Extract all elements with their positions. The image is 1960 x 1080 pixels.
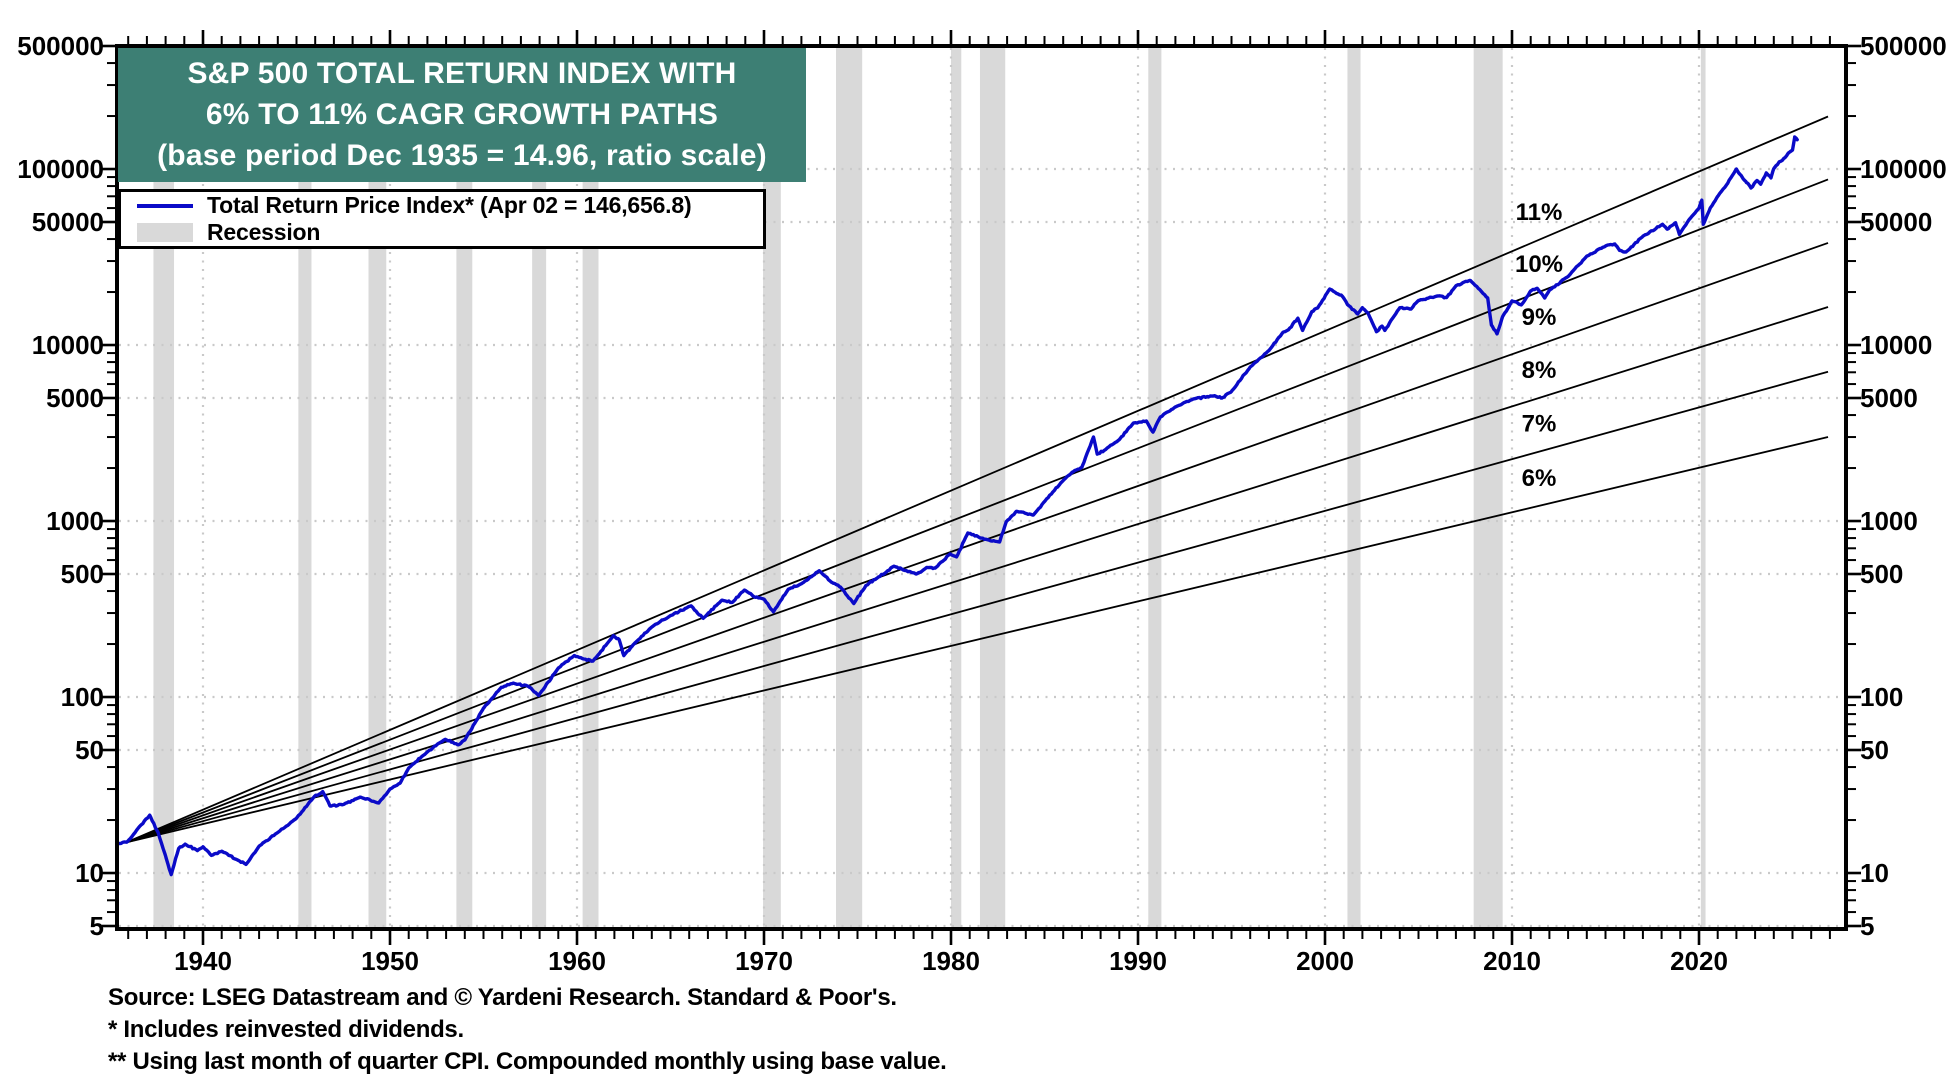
x-axis-label: 1950 bbox=[361, 946, 419, 976]
footer-note-dividends: * Includes reinvested dividends. bbox=[108, 1016, 464, 1043]
y-axis-label-left: 50000 bbox=[32, 207, 104, 237]
recession-bar bbox=[1473, 48, 1503, 927]
cagr-line-10pct bbox=[126, 178, 1829, 844]
recession-bar bbox=[763, 48, 781, 927]
cagr-label-8pct: 8% bbox=[1522, 357, 1557, 384]
recession-bar bbox=[582, 48, 599, 927]
y-axis-label-left: 1000 bbox=[46, 506, 104, 536]
y-axis-label-left: 10000 bbox=[32, 330, 104, 360]
y-axis-label-right: 100000 bbox=[1860, 154, 1947, 184]
y-axis-label-left: 5 bbox=[90, 911, 104, 941]
cagr-line-8pct bbox=[126, 306, 1829, 844]
recession-swatch bbox=[137, 222, 193, 242]
footer-source: Source: LSEG Datastream and © Yardeni Re… bbox=[108, 984, 897, 1011]
cagr-line-9pct bbox=[126, 242, 1829, 844]
recession-bar bbox=[1700, 48, 1706, 927]
x-axis-label: 1940 bbox=[174, 946, 232, 976]
recession-bar bbox=[456, 48, 473, 927]
x-axis-label: 2010 bbox=[1483, 946, 1541, 976]
recession-bar bbox=[1347, 48, 1361, 927]
x-axis-label: 2020 bbox=[1670, 946, 1728, 976]
cagr-label-7pct: 7% bbox=[1522, 411, 1557, 438]
chart-title-line1: S&P 500 TOTAL RETURN INDEX WITH bbox=[187, 57, 737, 90]
y-axis-label-right: 1000 bbox=[1860, 506, 1918, 536]
x-axis-label: 1960 bbox=[548, 946, 606, 976]
y-axis-label-right: 10000 bbox=[1860, 330, 1932, 360]
y-axis-label-right: 5 bbox=[1860, 911, 1874, 941]
x-axis-label: 1970 bbox=[735, 946, 793, 976]
plot-frame bbox=[115, 44, 1848, 931]
x-axis-label: 1990 bbox=[1109, 946, 1167, 976]
y-axis-label-left: 100000 bbox=[17, 154, 104, 184]
cagr-line-6pct bbox=[126, 436, 1829, 844]
legend-series-label: Total Return Price Index* (Apr 02 = 146,… bbox=[207, 192, 692, 219]
y-axis-label-right: 50000 bbox=[1860, 207, 1932, 237]
chart-title-line2: 6% TO 11% CAGR GROWTH PATHS bbox=[205, 98, 719, 131]
cagr-line-7pct bbox=[126, 370, 1829, 844]
recession-bar bbox=[298, 48, 312, 927]
legend-row-recession: Recession bbox=[121, 219, 763, 245]
y-axis-label-right: 500000 bbox=[1860, 31, 1947, 61]
cagr-label-6pct: 6% bbox=[1522, 465, 1557, 492]
legend-box: Total Return Price Index* (Apr 02 = 146,… bbox=[118, 189, 766, 249]
y-axis-label-right: 5000 bbox=[1860, 383, 1918, 413]
y-axis-label-left: 50 bbox=[75, 735, 104, 765]
y-axis-label-left: 500 bbox=[61, 559, 104, 589]
y-axis-label-right: 100 bbox=[1860, 682, 1903, 712]
chart-title-box: S&P 500 TOTAL RETURN INDEX WITH 6% TO 11… bbox=[118, 48, 806, 182]
legend-row-series: Total Return Price Index* (Apr 02 = 146,… bbox=[121, 192, 763, 219]
recession-bar bbox=[532, 48, 547, 927]
y-axis-label-left: 100 bbox=[61, 682, 104, 712]
recession-bar bbox=[979, 48, 1006, 927]
legend-recession-label: Recession bbox=[207, 218, 321, 245]
cagr-line-11pct bbox=[126, 115, 1829, 844]
y-axis-label-left: 10 bbox=[75, 858, 104, 888]
y-axis-label-right: 500 bbox=[1860, 559, 1903, 589]
recession-bar bbox=[835, 48, 863, 927]
recession-bar bbox=[1148, 48, 1162, 927]
x-axis-label: 1980 bbox=[922, 946, 980, 976]
chart-title-line3: (base period Dec 1935 = 14.96, ratio sca… bbox=[157, 139, 767, 172]
y-axis-label-right: 50 bbox=[1860, 735, 1889, 765]
x-axis-label: 2000 bbox=[1296, 946, 1354, 976]
footer-note-cpi: ** Using last month of quarter CPI. Comp… bbox=[108, 1048, 947, 1075]
recession-bar bbox=[153, 48, 175, 927]
cagr-label-9pct: 9% bbox=[1522, 304, 1557, 331]
recession-bar bbox=[368, 48, 387, 927]
y-axis-label-right: 10 bbox=[1860, 858, 1889, 888]
cagr-label-10pct: 10% bbox=[1515, 251, 1563, 278]
series-line-swatch bbox=[137, 203, 193, 208]
cagr-label-11pct: 11% bbox=[1516, 199, 1563, 226]
y-axis-label-left: 5000 bbox=[46, 383, 104, 413]
total-return-series-line bbox=[116, 135, 1799, 877]
y-axis-label-left: 500000 bbox=[17, 31, 104, 61]
